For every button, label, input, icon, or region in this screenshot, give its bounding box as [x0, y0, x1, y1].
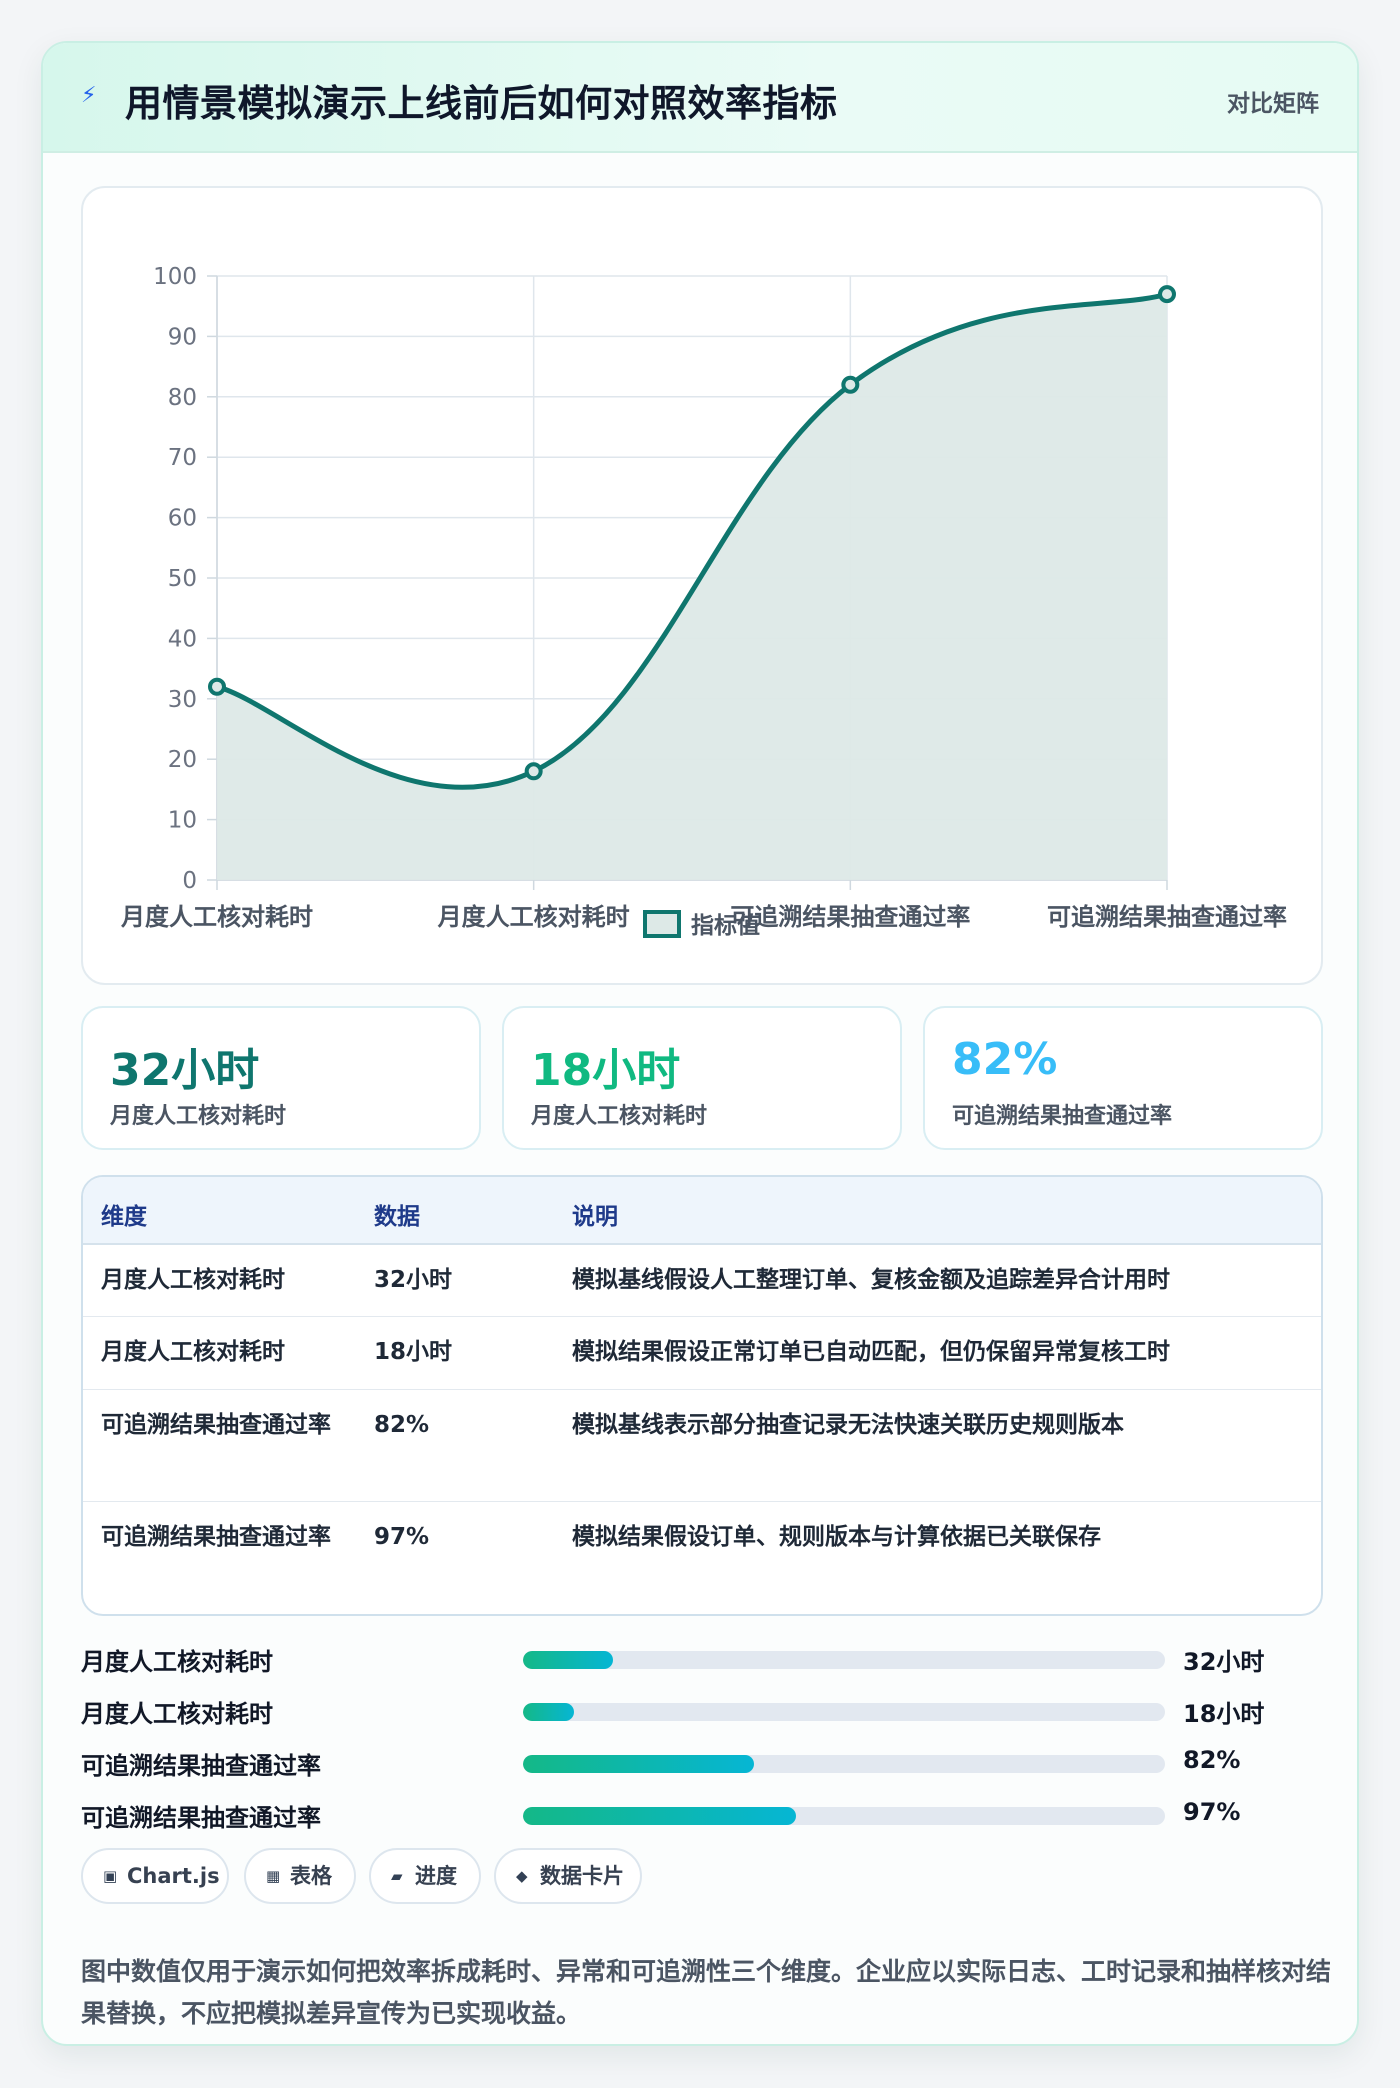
- y-tick-label: 60: [168, 506, 197, 532]
- tag-chartjs[interactable]: ▣ Chart.js: [81, 1848, 229, 1904]
- progress-label: 可追溯结果抽查通过率: [81, 1752, 321, 1780]
- table-cell: 月度人工核对耗时: [101, 1339, 285, 1365]
- tag-data-card[interactable]: ◆ 数据卡片: [494, 1848, 642, 1904]
- y-tick-label: 40: [168, 626, 197, 652]
- tag-label: 表格: [290, 1864, 332, 1888]
- table-header: 维度 数据 说明: [83, 1177, 1321, 1245]
- table-cell: 模拟基线表示部分抽查记录无法快速关联历史规则版本: [572, 1412, 1124, 1438]
- x-tick-label: 可追溯结果抽查通过率: [1047, 903, 1287, 931]
- data-point: [1158, 285, 1176, 304]
- progress-label: 可追溯结果抽查通过率: [81, 1804, 321, 1832]
- table-cell: 可追溯结果抽查通过率: [101, 1412, 331, 1438]
- y-tick-label: 100: [153, 264, 197, 290]
- footnote: 图中数值仅用于演示如何把效率拆成耗时、异常和可追溯性三个维度。企业应以实际日志、…: [81, 1957, 1332, 2028]
- column-header: 数据: [374, 1204, 420, 1230]
- table-cell: 月度人工核对耗时: [101, 1267, 285, 1293]
- table-cell: 模拟结果假设正常订单已自动匹配，但仍保留异常复核工时: [572, 1339, 1170, 1365]
- kpi-card: 82% 可追溯结果抽查通过率: [923, 1006, 1323, 1150]
- table-icon: ▦: [266, 1867, 281, 1885]
- tag-progress[interactable]: ▰ 进度: [369, 1848, 481, 1904]
- table-row: 可追溯结果抽查通过率 82% 模拟基线表示部分抽查记录无法快速关联历史规则版本: [83, 1390, 1321, 1502]
- y-tick-label: 50: [168, 566, 197, 592]
- y-tick-label: 80: [168, 385, 197, 411]
- progress-value: 97%: [1183, 1798, 1241, 1826]
- kpi-value: 18小时: [531, 1045, 681, 1096]
- table-cell: 32小时: [374, 1267, 453, 1293]
- progress-list: 月度人工核对耗时 32小时 月度人工核对耗时 18小时 可追溯结果抽查通过率 8…: [81, 1638, 1323, 1863]
- table-cell: 可追溯结果抽查通过率: [101, 1524, 331, 1550]
- table-row: 可追溯结果抽查通过率 97% 模拟结果假设订单、规则版本与计算依据已关联保存: [83, 1502, 1321, 1614]
- bolt-icon: ⚡︎: [81, 83, 97, 108]
- tag-table[interactable]: ▦ 表格: [244, 1848, 356, 1904]
- legend-label: 指标值: [691, 912, 760, 939]
- card-icon: ◆: [516, 1867, 528, 1885]
- progress-fill: [523, 1703, 575, 1721]
- main-card: ⚡︎ 用情景模拟演示上线前后如何对照效率指标 对比矩阵 0 10 20 30 40 50 6…: [41, 41, 1359, 2046]
- kpi-label: 月度人工核对耗时: [531, 1104, 708, 1129]
- x-tick-label: 月度人工核对耗时: [120, 903, 313, 931]
- progress-fill: [523, 1651, 613, 1669]
- progress-track: [523, 1755, 1165, 1773]
- progress-row: 月度人工核对耗时 32小时: [81, 1638, 1323, 1678]
- progress-value: 32小时: [1183, 1648, 1265, 1676]
- chart-icon: ▣: [103, 1867, 118, 1885]
- kpi-cards: 32小时 月度人工核对耗时 18小时 月度人工核对耗时 82% 可追溯结果抽查通…: [81, 1006, 1323, 1150]
- y-tick-label: 10: [168, 808, 197, 834]
- series-area: [217, 294, 1167, 880]
- y-tick-label: 90: [168, 324, 197, 350]
- kpi-label: 可追溯结果抽查通过率: [952, 1104, 1173, 1129]
- legend-swatch: [643, 910, 681, 938]
- progress-icon: ▰: [391, 1867, 403, 1885]
- x-tick-label: 月度人工核对耗时: [437, 903, 630, 931]
- matrix-badge: 对比矩阵: [1227, 91, 1319, 117]
- table-row: 月度人工核对耗时 32小时 模拟基线假设人工整理订单、复核金额及追踪差异合计用时: [83, 1245, 1321, 1317]
- kpi-value: 82%: [952, 1034, 1058, 1085]
- y-tick-label: 20: [168, 747, 197, 773]
- progress-row: 可追溯结果抽查通过率 97%: [81, 1794, 1323, 1834]
- progress-label: 月度人工核对耗时: [81, 1648, 273, 1676]
- tag-label: 进度: [415, 1864, 457, 1888]
- progress-track: [523, 1651, 1165, 1669]
- line-chart: 0 10 20 30 40 50 60 70 80 90 100 月度人工核对耗时 月度人工核对耗时 可追…: [120, 264, 1287, 939]
- x-tick-label: 可追溯结果抽查通过率: [730, 903, 970, 931]
- progress-row: 月度人工核对耗时 18小时: [81, 1690, 1323, 1730]
- line-chart-panel: 0 10 20 30 40 50 60 70 80 90 100 月度人工核对耗时 月度人工核对耗时 可追…: [81, 186, 1323, 985]
- tag-label: 数据卡片: [540, 1864, 624, 1888]
- kpi-card: 32小时 月度人工核对耗时: [81, 1006, 481, 1150]
- progress-fill: [523, 1807, 796, 1825]
- table-cell: 模拟基线假设人工整理订单、复核金额及追踪差异合计用时: [572, 1267, 1170, 1293]
- data-table: 维度 数据 说明 月度人工核对耗时 32小时 模拟基线假设人工整理订单、复核金额…: [81, 1175, 1323, 1616]
- data-point: [208, 677, 226, 696]
- kpi-label: 月度人工核对耗时: [110, 1104, 287, 1129]
- column-header: 维度: [101, 1204, 147, 1230]
- tag-label: Chart.js: [127, 1864, 220, 1888]
- card-header: ⚡︎ 用情景模拟演示上线前后如何对照效率指标 对比矩阵: [43, 43, 1357, 153]
- table-cell: 82%: [374, 1412, 430, 1438]
- progress-track: [523, 1703, 1165, 1721]
- kpi-card: 18小时 月度人工核对耗时: [502, 1006, 902, 1150]
- page-title: 用情景模拟演示上线前后如何对照效率指标: [125, 82, 838, 125]
- data-point: [841, 375, 860, 394]
- y-tick-label: 70: [168, 445, 197, 471]
- y-tick-label: 0: [182, 868, 197, 894]
- table-row: 月度人工核对耗时 18小时 模拟结果假设正常订单已自动匹配，但仍保留异常复核工时: [83, 1317, 1321, 1390]
- table-cell: 模拟结果假设订单、规则版本与计算依据已关联保存: [572, 1524, 1101, 1550]
- column-header: 说明: [572, 1204, 618, 1230]
- table-cell: 97%: [374, 1524, 430, 1550]
- y-tick-label: 30: [168, 687, 197, 713]
- progress-value: 82%: [1183, 1746, 1241, 1774]
- progress-row: 可追溯结果抽查通过率 82%: [81, 1742, 1323, 1782]
- data-point: [524, 762, 543, 781]
- table-cell: 18小时: [374, 1339, 453, 1365]
- progress-label: 月度人工核对耗时: [81, 1700, 273, 1728]
- series-line: [216, 291, 1168, 790]
- kpi-value: 32小时: [110, 1045, 260, 1096]
- progress-fill: [523, 1755, 755, 1773]
- progress-track: [523, 1807, 1165, 1825]
- progress-value: 18小时: [1183, 1700, 1265, 1728]
